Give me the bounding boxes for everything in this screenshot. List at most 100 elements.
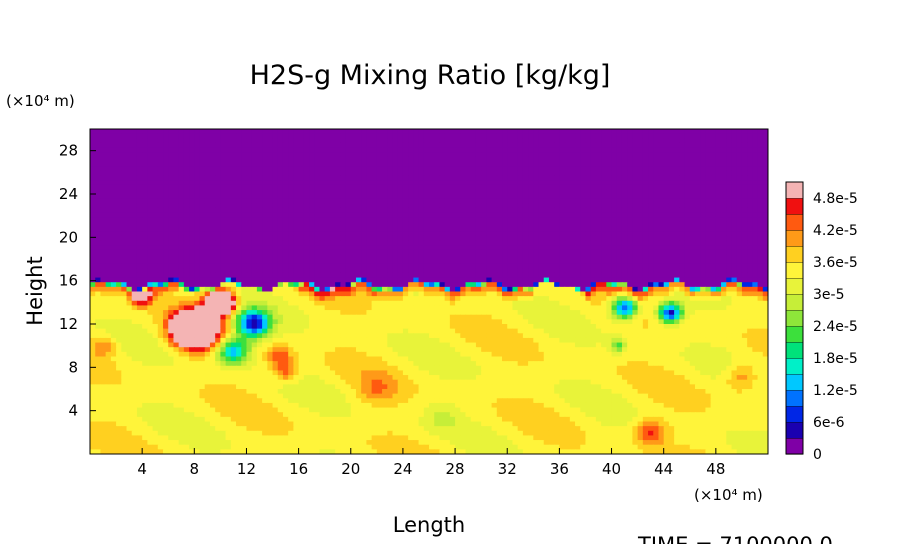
- heatmap-cell: [564, 152, 571, 158]
- heatmap-cell: [710, 259, 717, 265]
- heatmap-cell: [543, 296, 550, 302]
- heatmap-cell: [371, 129, 378, 135]
- heatmap-cell: [512, 221, 519, 228]
- heatmap-cell: [262, 203, 268, 209]
- heatmap-cell: [752, 263, 759, 269]
- heatmap-cell: [329, 212, 336, 218]
- heatmap-cell: [580, 259, 587, 265]
- heatmap-cell: [747, 207, 753, 214]
- heatmap-cell: [413, 249, 420, 255]
- heatmap-cell: [262, 212, 268, 218]
- heatmap-cell: [241, 207, 248, 214]
- heatmap-cell: [460, 142, 467, 149]
- heatmap-cell: [694, 152, 701, 158]
- heatmap-cell: [611, 166, 618, 172]
- heatmap-cell: [585, 240, 592, 246]
- heatmap-cell: [387, 156, 394, 163]
- heatmap-cell: [429, 240, 435, 246]
- heatmap-cell: [241, 226, 248, 232]
- heatmap-cell: [183, 212, 190, 218]
- heatmap-cell: [595, 268, 602, 274]
- heatmap-cell: [548, 133, 555, 139]
- heatmap-cell: [731, 221, 738, 228]
- heatmap-cell: [288, 268, 294, 274]
- heatmap-cell: [293, 240, 300, 246]
- heatmap-cell: [621, 147, 628, 153]
- heatmap-cell: [272, 170, 279, 177]
- heatmap-cell: [309, 203, 315, 209]
- heatmap-cell: [564, 170, 571, 177]
- heatmap-cell: [251, 254, 258, 260]
- heatmap-cell: [262, 207, 268, 214]
- heatmap-cell: [522, 286, 529, 293]
- heatmap-cell: [340, 296, 347, 302]
- heatmap-cell: [470, 259, 477, 265]
- heatmap-cell: [90, 203, 96, 209]
- heatmap-cell: [522, 226, 529, 232]
- heatmap-cell: [512, 254, 519, 260]
- heatmap-cell: [319, 156, 326, 163]
- heatmap-cell: [663, 240, 670, 246]
- heatmap-cell: [444, 291, 451, 297]
- heatmap-cell: [100, 221, 107, 228]
- heatmap-cell: [637, 142, 644, 149]
- heatmap-cell: [632, 166, 639, 172]
- heatmap-cell: [611, 138, 618, 144]
- heatmap-cell: [345, 138, 352, 144]
- heatmap-cell: [429, 282, 435, 288]
- heatmap-cell: [559, 142, 566, 149]
- heatmap-cell: [543, 156, 550, 163]
- heatmap-cell: [272, 133, 279, 139]
- heatmap-cell: [142, 221, 148, 228]
- heatmap-cell: [663, 203, 670, 209]
- heatmap-cell: [230, 268, 237, 274]
- heatmap-cell: [475, 286, 482, 293]
- heatmap-cell: [533, 133, 540, 139]
- heatmap-cell: [345, 226, 352, 232]
- heatmap-cell: [590, 184, 597, 190]
- heatmap-cell: [142, 152, 148, 158]
- heatmap-cell: [110, 147, 117, 153]
- heatmap-cell: [475, 272, 482, 279]
- heatmap-cell: [116, 184, 122, 190]
- heatmap-cell: [747, 268, 753, 274]
- heatmap-cell: [475, 277, 482, 283]
- heatmap-cell: [595, 198, 602, 204]
- heatmap-cell: [387, 245, 394, 251]
- heatmap-cell: [340, 184, 347, 190]
- heatmap-cell: [548, 235, 555, 242]
- heatmap-cell: [189, 226, 195, 232]
- heatmap-cell: [335, 259, 341, 265]
- heatmap-cell: [627, 254, 633, 260]
- heatmap-cell: [413, 194, 420, 200]
- heatmap-cell: [434, 161, 441, 167]
- heatmap-cell: [569, 240, 576, 246]
- heatmap-cell: [110, 272, 117, 279]
- heatmap-cell: [439, 170, 446, 177]
- heatmap-cell: [142, 240, 148, 246]
- heatmap-cell: [314, 189, 321, 195]
- heatmap-cell: [345, 133, 352, 139]
- heatmap-cell: [486, 259, 493, 265]
- heatmap-cell: [142, 133, 148, 139]
- heatmap-cell: [329, 300, 336, 307]
- heatmap-cell: [121, 245, 128, 251]
- heatmap-cell: [366, 147, 373, 153]
- heatmap-cell: [319, 231, 326, 237]
- heatmap-cell: [131, 300, 138, 307]
- heatmap-cell: [173, 184, 180, 190]
- heatmap-cell: [653, 231, 660, 237]
- heatmap-cell: [522, 249, 529, 255]
- heatmap-cell: [157, 231, 164, 237]
- heatmap-cell: [449, 189, 456, 195]
- heatmap-cell: [564, 212, 571, 218]
- heatmap-cell: [246, 212, 253, 218]
- heatmap-cell: [439, 221, 446, 228]
- heatmap-cell: [189, 129, 195, 135]
- heatmap-cell: [376, 161, 383, 167]
- heatmap-cell: [340, 180, 347, 186]
- heatmap-cell: [496, 189, 503, 195]
- heatmap-cell: [163, 198, 169, 204]
- heatmap-cell: [522, 180, 529, 186]
- heatmap-cell: [674, 184, 680, 190]
